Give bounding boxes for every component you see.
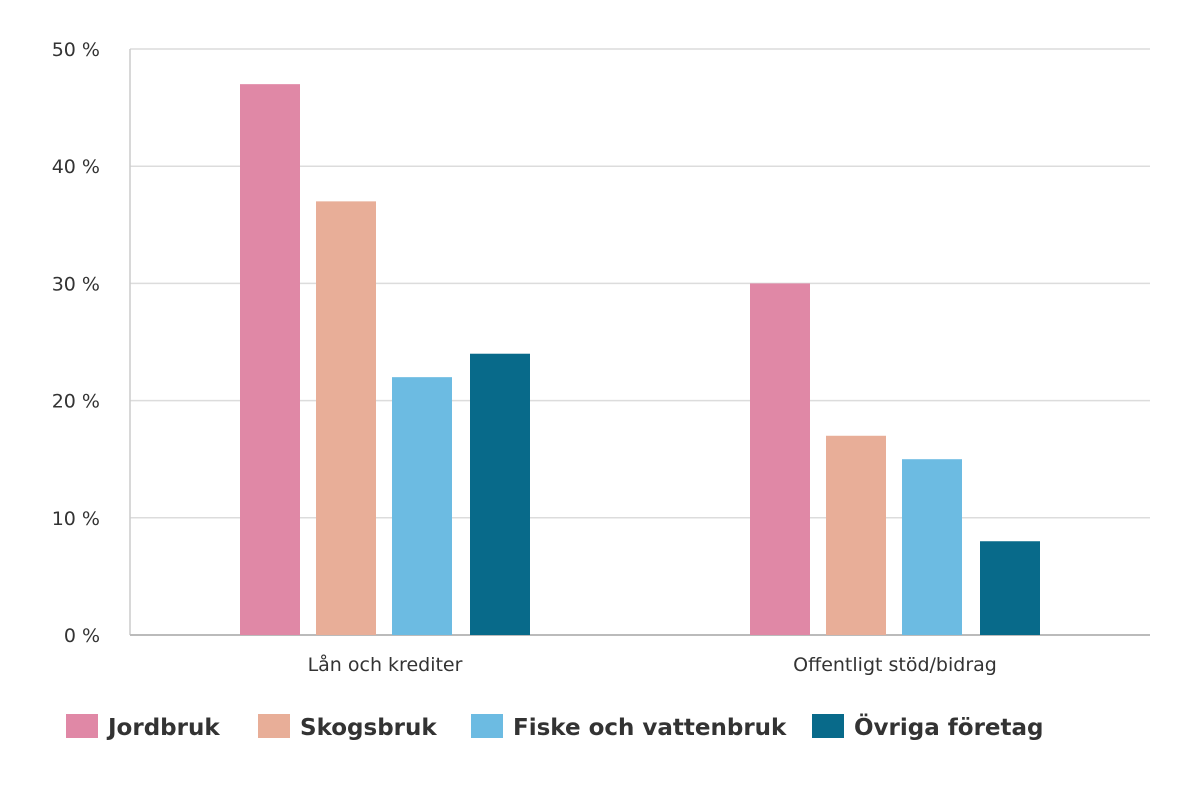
bar-3-1 — [980, 541, 1040, 635]
legend-swatch — [66, 714, 98, 738]
bar-0-0 — [240, 84, 300, 635]
legend-label: Jordbruk — [106, 715, 220, 741]
y-tick-label: 10 % — [52, 508, 100, 530]
bar-3-0 — [470, 353, 530, 635]
legend-swatch — [258, 714, 290, 738]
legend-label: Övriga företag — [854, 713, 1044, 741]
y-tick-label: 20 % — [52, 391, 100, 413]
y-tick-label: 30 % — [52, 273, 100, 295]
legend-label: Fiske och vattenbruk — [513, 715, 787, 741]
bar-1-1 — [826, 435, 886, 635]
bar-1-0 — [316, 201, 376, 636]
bar-2-0 — [392, 377, 452, 635]
y-tick-label: 40 % — [52, 156, 100, 178]
x-tick-label: Offentligt stöd/bidrag — [793, 654, 997, 676]
y-tick-label: 50 % — [52, 39, 100, 61]
y-tick-label: 0 % — [64, 625, 100, 647]
bar-2-1 — [902, 459, 962, 635]
legend-swatch — [471, 714, 503, 738]
bar-0-1 — [750, 283, 810, 635]
x-tick-label: Lån och krediter — [308, 653, 463, 676]
legend-label: Skogsbruk — [300, 715, 437, 741]
legend-swatch — [812, 714, 844, 738]
